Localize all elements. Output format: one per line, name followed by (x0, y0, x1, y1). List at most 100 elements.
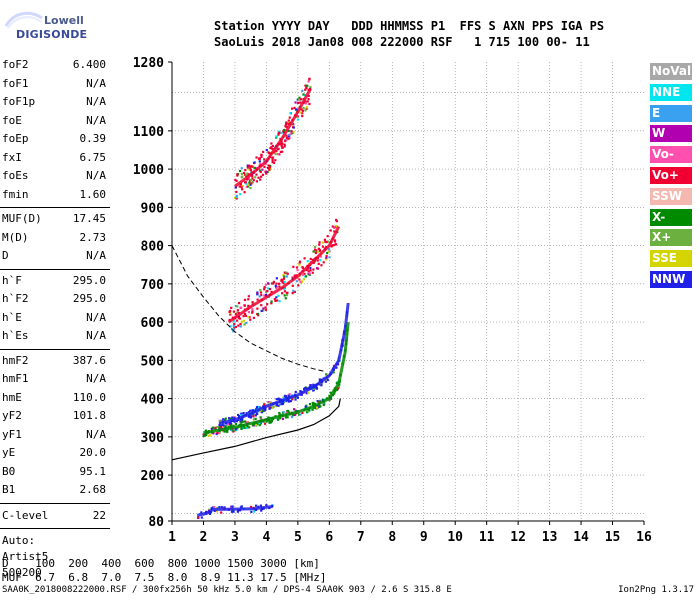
echo-point (319, 383, 322, 386)
echo-point (245, 175, 248, 178)
echo-point (308, 402, 312, 406)
echo-point (283, 280, 286, 284)
echo-point (307, 410, 310, 413)
echo-point (268, 407, 271, 410)
echo-point (299, 98, 303, 101)
echo-point (270, 420, 273, 423)
logo-swirl-icon (4, 11, 43, 29)
echo-point (297, 101, 300, 105)
echo-point (266, 166, 270, 170)
echo-point (258, 424, 261, 427)
echo-point (297, 98, 300, 101)
echo-point (231, 416, 234, 419)
echo-point (291, 414, 295, 417)
echo-point (304, 405, 307, 408)
y-tick-label: 1280 (133, 56, 164, 71)
echo-point (278, 300, 281, 303)
echo-point (246, 421, 249, 424)
echo-point (219, 420, 223, 423)
trace-line (234, 88, 312, 188)
echo-point (252, 179, 255, 182)
echo-point (301, 114, 304, 118)
echo-point (289, 132, 292, 135)
echo-point (291, 276, 294, 279)
echo-point (263, 288, 266, 291)
param-row-fof1: foF1 N/A (2, 77, 106, 91)
echo-point (270, 146, 273, 149)
echo-point (308, 272, 311, 275)
echo-point (227, 425, 230, 428)
echo-point (263, 158, 266, 161)
legend-item-sse: SSE (650, 250, 692, 268)
param-row-fof1p: foF1p N/A (2, 95, 106, 109)
echo-point (233, 420, 236, 423)
echo-point (236, 510, 239, 513)
param-name: yE (2, 446, 16, 459)
echo-point (251, 311, 254, 314)
param-row-hes: h`Es N/A (2, 329, 106, 343)
param-row-fmin: fmin 1.60 (2, 188, 106, 202)
echo-point (258, 295, 261, 298)
param-value: N/A (86, 95, 106, 108)
echo-point (308, 408, 311, 411)
echo-point (266, 287, 270, 290)
echo-point (287, 119, 290, 122)
echo-point (271, 406, 274, 409)
echo-point (287, 122, 290, 126)
echo-point (235, 319, 239, 322)
panel-separator (0, 502, 110, 504)
echo-point (237, 311, 240, 315)
legend-item-xminus: X- (650, 208, 692, 226)
echo-point (270, 302, 273, 305)
param-name: h`E (2, 310, 22, 324)
echo-point (304, 100, 307, 103)
param-value: 110.0 (72, 390, 106, 404)
echo-point (207, 508, 211, 511)
echo-point (309, 384, 312, 387)
echo-point (242, 315, 245, 318)
echo-point (216, 425, 219, 429)
echo-point (284, 139, 287, 143)
echo-point (271, 156, 275, 159)
echo-point (250, 510, 253, 513)
echo-point (319, 255, 323, 258)
echo-point (278, 285, 281, 288)
echo-point (287, 129, 290, 133)
echo-point (260, 417, 263, 420)
echo-point (277, 418, 280, 421)
y-tick-label: 500 (141, 354, 165, 369)
echo-point (308, 273, 311, 276)
x-tick-label: 10 (447, 530, 463, 545)
echo-point (299, 101, 302, 104)
echo-point (289, 112, 292, 115)
x-tick-label: 12 (510, 530, 526, 545)
param-name: D (2, 249, 9, 262)
param-name: hmE (2, 390, 22, 404)
echo-point (251, 308, 254, 311)
echo-point (264, 293, 268, 296)
echo-point (263, 286, 266, 289)
echo-point (288, 393, 291, 396)
echo-point (304, 88, 307, 91)
echo-point (285, 271, 288, 274)
echo-point (266, 282, 270, 285)
echo-point (252, 413, 255, 416)
echo-point (277, 404, 280, 407)
echo-point (235, 195, 238, 199)
echo-point (205, 433, 208, 437)
echo-point (234, 429, 237, 432)
echo-point (313, 248, 317, 251)
echo-point (274, 284, 277, 288)
panel-separator (0, 527, 110, 529)
echo-point (315, 406, 319, 409)
echo-point (260, 294, 263, 297)
echo-point (243, 426, 246, 429)
echo-point (333, 226, 336, 229)
echo-point (260, 154, 263, 157)
echo-point (229, 421, 232, 424)
echo-point (250, 182, 253, 185)
echo-point (288, 133, 291, 136)
echo-point (263, 408, 266, 411)
echo-point (236, 174, 239, 177)
echo-point (305, 106, 309, 109)
